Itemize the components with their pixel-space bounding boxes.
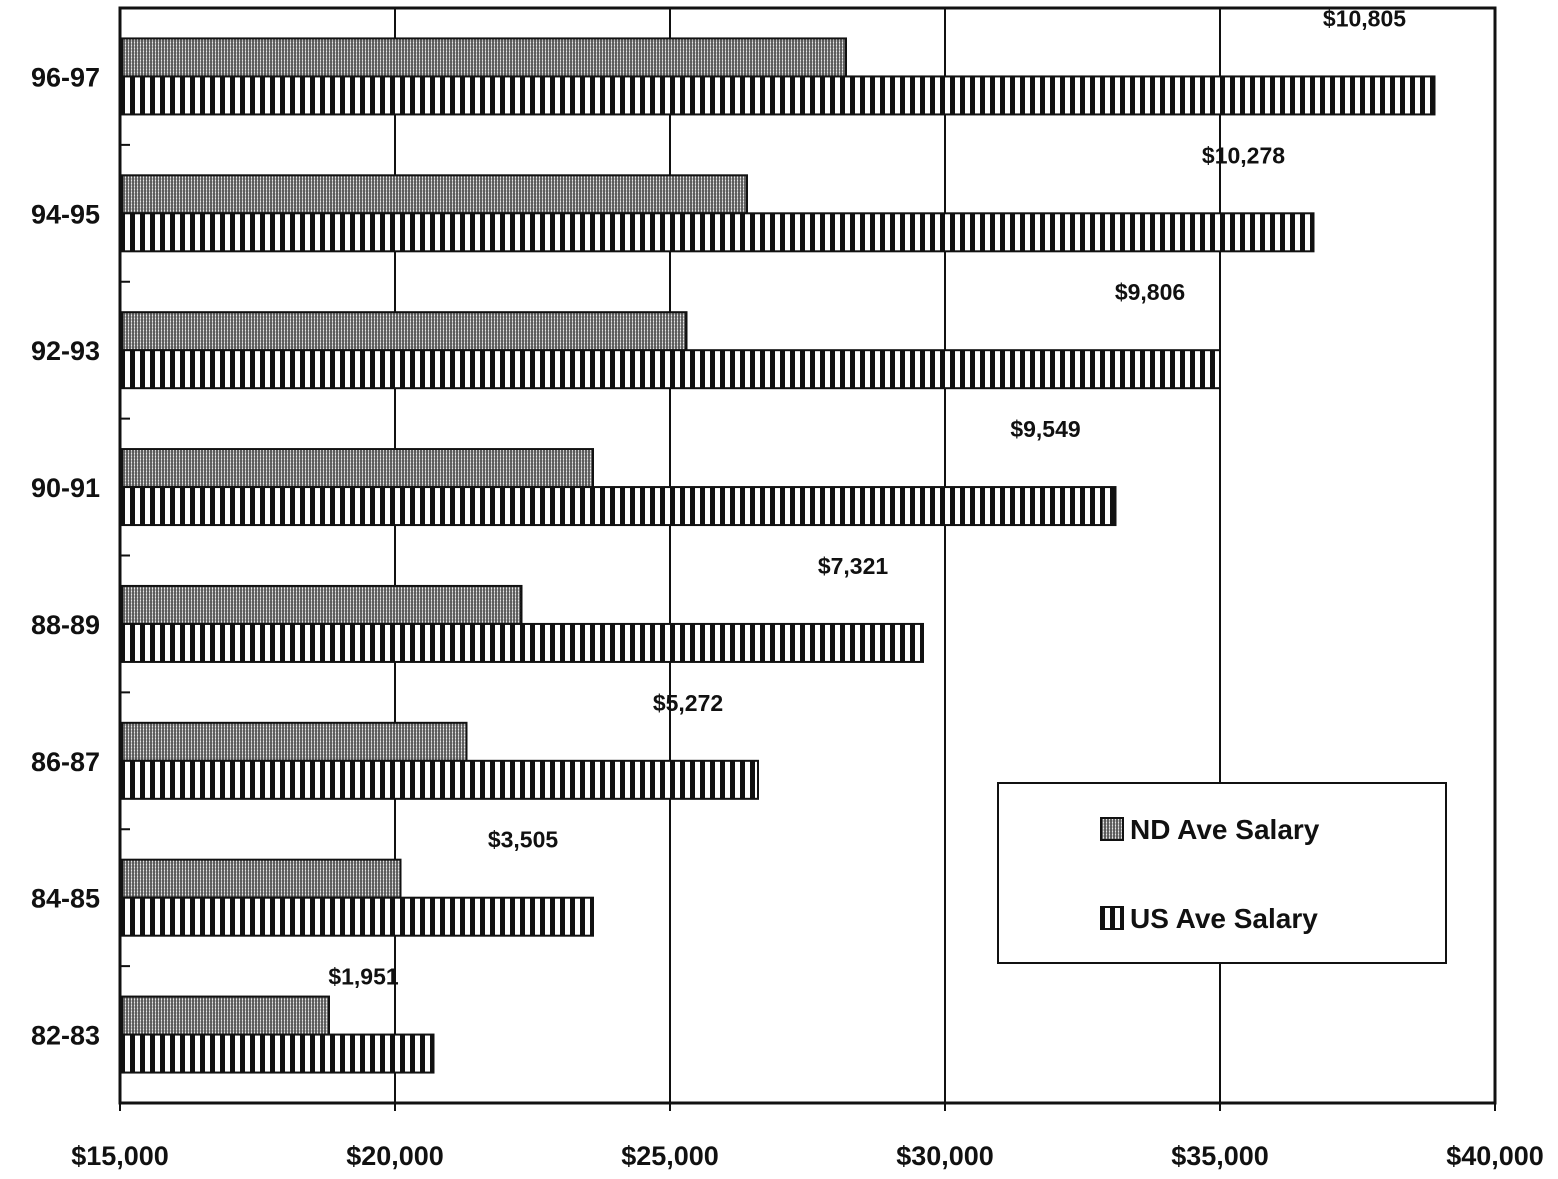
x-tick-label: $30,000 [896, 1141, 994, 1171]
bar-nd [121, 721, 468, 762]
bar-us [121, 1033, 435, 1074]
x-tick-label: $15,000 [71, 1141, 169, 1171]
labels: $15,000 $20,000 $25,000 $30,000 $35,000 $40,0… [31, 5, 1544, 1171]
x-tick-label: $35,000 [1171, 1141, 1269, 1171]
difference-label: $9,549 [1010, 416, 1080, 442]
bar-nd [121, 174, 748, 215]
legend: ND Ave Salary US Ave Salary [997, 782, 1447, 964]
bar-nd [121, 311, 688, 352]
bar-nd [121, 995, 330, 1036]
x-tick-label: $20,000 [346, 1141, 444, 1171]
difference-label: $1,951 [328, 964, 399, 990]
category-label: 96-97 [31, 62, 100, 92]
bar-nd [121, 448, 594, 489]
category-label: 84-85 [31, 884, 100, 914]
category-label: 90-91 [31, 473, 100, 503]
difference-label: $10,805 [1323, 5, 1406, 31]
bar-us [121, 759, 759, 800]
x-tick-label: $40,000 [1446, 1141, 1544, 1171]
legend-swatch-us [1100, 906, 1124, 930]
bar-us [121, 349, 1221, 390]
bar-nd [121, 37, 847, 78]
difference-label: $5,272 [653, 690, 723, 716]
bar-nd [121, 584, 523, 625]
legend-label-nd: ND Ave Salary [1130, 814, 1320, 845]
legend-swatch-nd [1100, 817, 1124, 841]
x-tick-label: $25,000 [621, 1141, 719, 1171]
difference-label: $9,806 [1115, 279, 1185, 305]
category-label: 94-95 [31, 199, 100, 229]
legend-label-us: US Ave Salary [1130, 903, 1318, 934]
bar-nd [121, 858, 402, 899]
category-label: 92-93 [31, 336, 100, 366]
bar-us [121, 486, 1117, 527]
difference-label: $7,321 [818, 553, 889, 579]
difference-label: $3,505 [488, 827, 559, 853]
category-label: 82-83 [31, 1021, 100, 1051]
legend-box [997, 782, 1447, 964]
bar-us [121, 622, 924, 663]
bar-us [121, 75, 1436, 116]
bar-us [121, 896, 594, 937]
bars [121, 37, 1436, 1074]
difference-label: $10,278 [1202, 142, 1285, 168]
category-label: 88-89 [31, 610, 100, 640]
category-label: 86-87 [31, 747, 100, 777]
bar-us [121, 212, 1315, 253]
